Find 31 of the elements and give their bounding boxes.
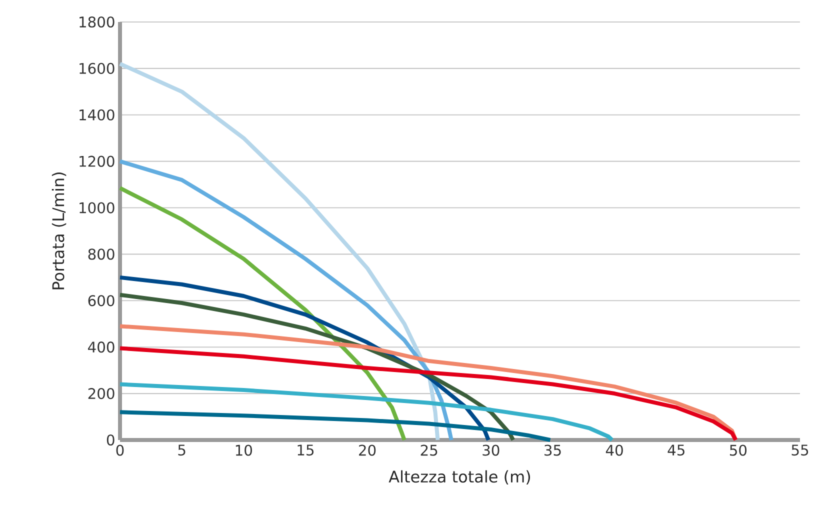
- y-tick-label: 200: [88, 388, 114, 400]
- x-tick-label: 20: [359, 444, 376, 456]
- line-series: [118, 410, 552, 442]
- x-tick-label: 45: [668, 444, 684, 456]
- line-series: [118, 62, 440, 442]
- line-series: [118, 186, 406, 442]
- y-tick-label: 1200: [80, 156, 114, 167]
- y-tick-label: 1400: [80, 109, 114, 120]
- x-tick-label: 55: [792, 444, 808, 456]
- x-tick-label: 5: [178, 444, 186, 456]
- x-tick-label: 0: [116, 444, 124, 456]
- y-tick-label: 400: [88, 342, 114, 353]
- line-series: [118, 324, 738, 442]
- y-tick-label: 0: [106, 434, 114, 446]
- line-series: [118, 382, 614, 442]
- x-tick-label: 35: [544, 444, 561, 456]
- y-tick-label: 600: [88, 295, 114, 306]
- x-tick-label: 50: [730, 444, 747, 456]
- y-tick-label: 1600: [80, 62, 114, 74]
- x-tick-label: 30: [482, 444, 500, 456]
- y-axis-title: Portata (L/min): [52, 172, 66, 290]
- line-series: [118, 159, 454, 442]
- y-tick-label: 800: [88, 248, 114, 260]
- line-series: [118, 346, 738, 442]
- x-tick-label: 10: [236, 444, 252, 456]
- x-tick-label: 25: [420, 444, 438, 456]
- x-axis-title: Altezza totale (m): [388, 470, 530, 485]
- y-tick-label: 1800: [80, 16, 114, 28]
- y-tick-label: 1000: [80, 202, 114, 214]
- x-tick-label: 40: [606, 444, 623, 456]
- x-tick-label: 15: [298, 444, 314, 456]
